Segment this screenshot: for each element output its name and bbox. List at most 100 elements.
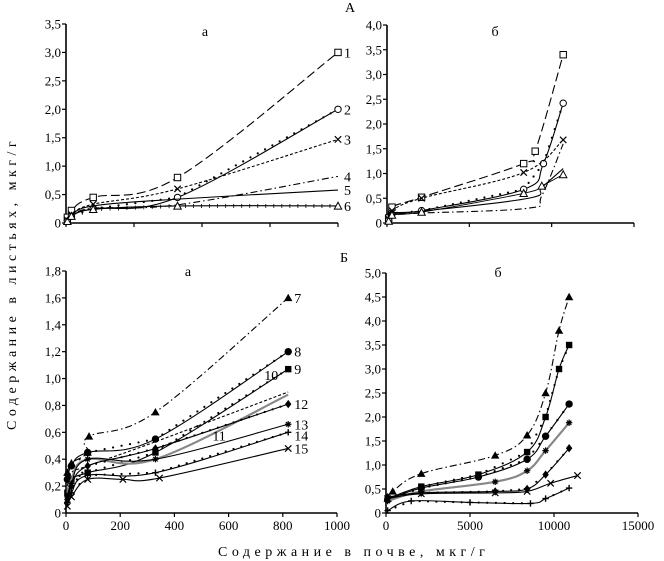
line-dot (193, 459, 196, 462)
line-dot (477, 501, 480, 504)
series-label: 12 (294, 398, 308, 413)
line-dot (249, 156, 252, 159)
data-point (541, 432, 550, 440)
line-dot (193, 434, 196, 437)
data-point (537, 181, 547, 190)
data-point (68, 480, 75, 487)
line-dot (436, 482, 439, 485)
line-dot (210, 416, 213, 419)
line-dot (394, 506, 397, 509)
y-tick-label: 0,8 (45, 398, 61, 413)
line-dot (545, 153, 548, 157)
line-dot (494, 501, 498, 504)
data-point (285, 429, 292, 436)
series-line (387, 487, 570, 512)
y-tick-label: 3,5 (366, 42, 382, 57)
y-tick-label: 3,0 (366, 67, 382, 82)
line-dot (162, 444, 165, 447)
series-7 (383, 292, 574, 502)
line-dot (322, 116, 325, 119)
line-dot (209, 454, 212, 458)
series-3: 3 (63, 133, 351, 224)
y-tick-label: 0 (376, 216, 383, 231)
x-tick-label: 200 (110, 518, 130, 533)
data-point (541, 388, 550, 397)
data-point (89, 193, 97, 202)
series-line (66, 297, 289, 473)
line-dot (499, 193, 502, 196)
line-dot (502, 489, 505, 492)
y-tick-label: 2,5 (365, 386, 381, 401)
data-point (173, 173, 182, 182)
line-dot (527, 181, 530, 185)
line-dot (137, 472, 140, 475)
y-tick-label: 0,6 (45, 425, 62, 440)
line-dot (234, 164, 237, 167)
line-dot (103, 448, 106, 451)
data-point (417, 490, 425, 498)
line-dot (547, 145, 551, 148)
data-point (531, 147, 539, 155)
line-dot (145, 439, 149, 442)
x-tick-label: 1000 (324, 518, 350, 533)
line-dot (259, 368, 262, 372)
data-point (417, 193, 426, 201)
x-tick-label: 600 (219, 518, 239, 533)
line-dot (183, 192, 186, 195)
line-dot (182, 433, 185, 437)
line-dot (491, 194, 494, 197)
series-4 (387, 143, 564, 221)
line-dot (137, 456, 140, 459)
panel-title: б (491, 25, 498, 40)
line-dot (469, 490, 472, 493)
line-dot (538, 442, 541, 445)
line-dot (95, 469, 98, 472)
line-dot (185, 436, 188, 440)
line-dot (561, 359, 564, 363)
series-label: 4 (344, 170, 351, 185)
line-dot (216, 426, 220, 429)
data-point (67, 493, 76, 501)
data-point (384, 507, 391, 514)
line-dot (280, 355, 283, 358)
line-dot (145, 471, 149, 475)
data-point (417, 469, 426, 477)
series-line (387, 475, 578, 500)
line-dot (551, 391, 554, 395)
y-tick-label: 1,0 (365, 458, 381, 473)
data-point (284, 293, 293, 302)
data-point (62, 216, 72, 225)
line-dot (460, 476, 464, 480)
series-label: 14 (294, 429, 308, 444)
line-dot (506, 191, 510, 194)
data-point (83, 448, 92, 457)
line-dot (460, 479, 464, 482)
line-dot (483, 196, 486, 199)
y-tick-label: 1,4 (45, 317, 62, 332)
data-point (84, 432, 94, 440)
series-14: 14 (64, 429, 308, 506)
data-point (152, 456, 159, 463)
x-tick-label: 0 (63, 518, 70, 533)
data-point (151, 435, 160, 443)
data-point (559, 51, 567, 59)
y-tick-label: 0,5 (45, 187, 61, 202)
line-dot (469, 477, 472, 480)
data-point (555, 365, 563, 373)
x-tick-label: 400 (165, 518, 185, 533)
data-point (173, 185, 182, 193)
line-dot (169, 466, 173, 470)
data-point (67, 462, 76, 470)
series-label: 5 (344, 184, 351, 199)
line-dot (128, 458, 132, 462)
y-tick-label: 1,0 (45, 371, 61, 386)
line-dot (125, 203, 129, 206)
line-dot (436, 483, 439, 486)
y-tick-label: 1,5 (45, 130, 61, 145)
line-dot (428, 483, 431, 486)
data-point (284, 444, 292, 453)
line-dot (137, 451, 140, 454)
x-tick-label: 800 (273, 518, 293, 533)
line-dot (108, 205, 112, 208)
line-dot (428, 485, 431, 488)
